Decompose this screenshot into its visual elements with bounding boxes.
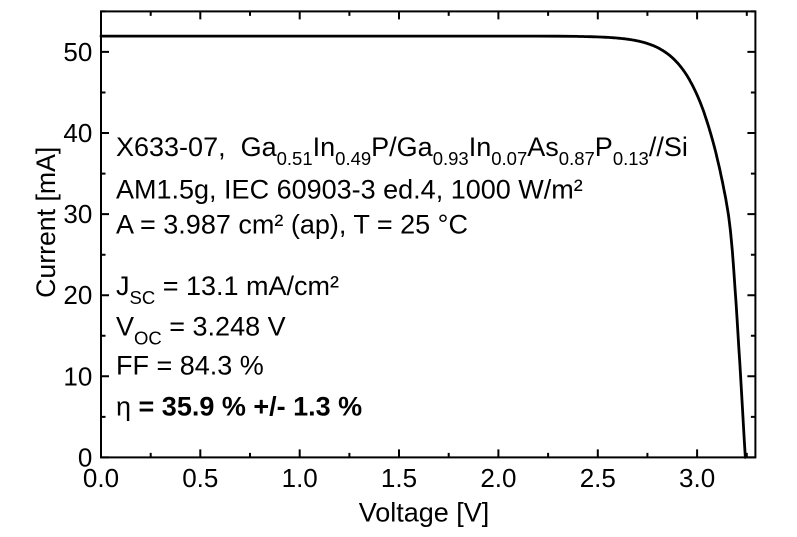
svg-text:X633-07, Ga0.51In0.49P/Ga0.93: X633-07, Ga0.51In0.49P/Ga0.93In0.07As0.8… — [116, 132, 688, 169]
svg-text:1.5: 1.5 — [381, 463, 417, 493]
svg-text:0.5: 0.5 — [182, 463, 218, 493]
svg-text:FF = 84.3 %: FF = 84.3 % — [116, 351, 264, 381]
svg-text:A = 3.987 cm² (ap), T = 25 °C: A = 3.987 cm² (ap), T = 25 °C — [116, 209, 468, 239]
svg-text:3.0: 3.0 — [679, 463, 715, 493]
svg-text:Voltage [V]: Voltage [V] — [359, 498, 490, 528]
svg-text:30: 30 — [63, 199, 92, 229]
svg-text:2.5: 2.5 — [580, 463, 616, 493]
svg-text:50: 50 — [63, 37, 92, 67]
svg-text:2.0: 2.0 — [480, 463, 516, 493]
svg-text:Current [mA]: Current [mA] — [31, 147, 61, 298]
svg-text:40: 40 — [63, 118, 92, 148]
svg-text:0: 0 — [78, 442, 92, 472]
svg-text:1.0: 1.0 — [282, 463, 318, 493]
svg-text:η = 35.9 % +/- 1.3 %: η = 35.9 % +/- 1.3 % — [116, 392, 362, 422]
svg-text:AM1.5g, IEC 60903-3 ed.4, 1000: AM1.5g, IEC 60903-3 ed.4, 1000 W/m² — [116, 175, 583, 205]
svg-text:0.0: 0.0 — [83, 463, 119, 493]
svg-text:10: 10 — [63, 361, 92, 391]
svg-text:20: 20 — [63, 280, 92, 310]
